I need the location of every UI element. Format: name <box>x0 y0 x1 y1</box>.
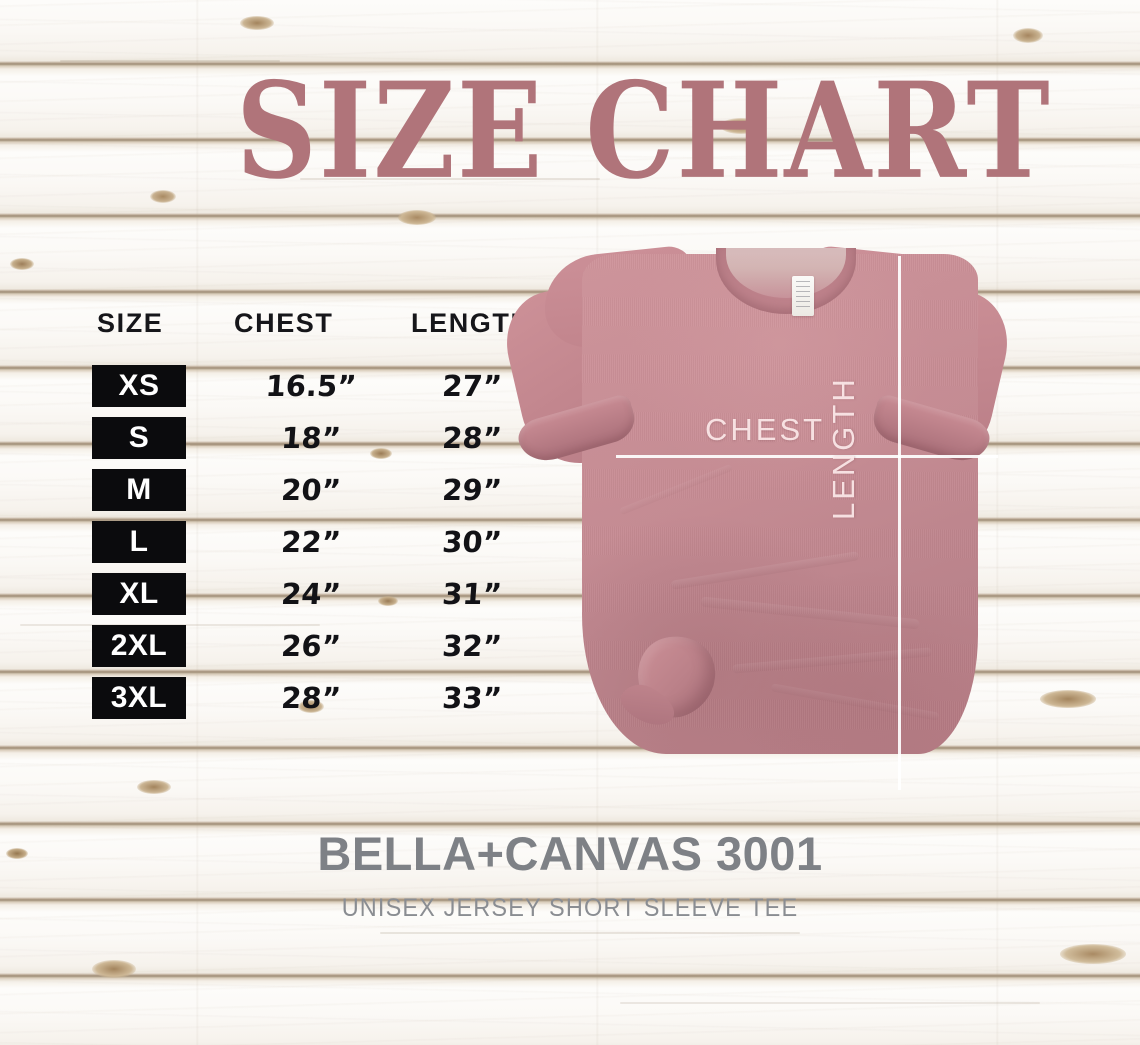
length-overlay-label: LENGTH <box>826 376 861 520</box>
table-row: XS 16.5” 27” <box>0 365 560 409</box>
chest-value: 28” <box>280 681 342 715</box>
length-value: 28” <box>441 421 503 455</box>
length-value: 33” <box>441 681 503 715</box>
table-row: S 18” 28” <box>0 417 560 461</box>
chest-value: 16.5” <box>264 369 358 403</box>
chest-value: 22” <box>280 525 342 559</box>
brand-name: BELLA+CANVAS 3001 <box>317 827 823 880</box>
size-badge: XS <box>92 365 186 407</box>
page-title: SIZE CHART <box>236 54 1052 209</box>
size-label: S <box>128 421 150 454</box>
length-value: 29” <box>441 473 503 507</box>
chest-value: 18” <box>280 421 342 455</box>
column-header-size: SIZE <box>97 308 164 338</box>
chest-value: 20” <box>280 473 342 507</box>
size-label: M <box>126 473 152 506</box>
chest-value: 26” <box>280 629 342 663</box>
chest-value: 24” <box>280 577 342 611</box>
length-value: 30” <box>441 525 503 559</box>
tshirt-mockup <box>496 236 1140 806</box>
product-subtitle: UNISEX JERSEY SHORT SLEEVE TEE <box>341 894 799 922</box>
table-row: M 20” 29” <box>0 469 560 513</box>
tshirt-graphic <box>496 236 1140 806</box>
length-value: 31” <box>441 577 503 611</box>
column-header-chest: CHEST <box>234 308 334 338</box>
size-badge: M <box>92 469 186 511</box>
size-label: XL <box>119 577 159 610</box>
chest-overlay-label: CHEST <box>705 412 826 447</box>
table-row: XL 24” 31” <box>0 573 560 617</box>
table-row: 2XL 26” 32” <box>0 625 560 669</box>
size-label: XS <box>118 369 160 402</box>
size-label: L <box>129 525 149 558</box>
size-label: 2XL <box>110 629 168 662</box>
size-badge: S <box>92 417 186 459</box>
length-value: 32” <box>441 629 503 663</box>
size-label: 3XL <box>110 681 168 714</box>
length-measurement-line <box>898 256 901 790</box>
size-badge: 2XL <box>92 625 186 667</box>
table-row: L 22” 30” <box>0 521 560 565</box>
neck-label-tag <box>792 276 814 316</box>
size-badge: L <box>92 521 186 563</box>
table-row: 3XL 28” 33” <box>0 677 560 721</box>
table-header-row: SIZE CHEST LENGTH <box>0 308 560 342</box>
size-badge: 3XL <box>92 677 186 719</box>
chest-measurement-line <box>616 455 998 458</box>
size-badge: XL <box>92 573 186 615</box>
